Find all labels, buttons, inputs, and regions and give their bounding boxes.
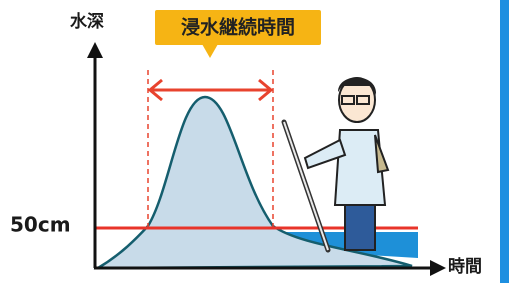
callout-label: 浸水継続時間 [181,16,295,39]
diagram: 50cm 水深 時間 浸水継続時間 [0,0,509,283]
x-axis-label: 時間 [448,256,482,277]
y-axis-label: 水深 [70,11,104,32]
side-bar [500,0,509,283]
threshold-label: 50cm [10,213,71,237]
page: 50cm 水深 時間 浸水継続時間 (() => { const data = … [0,0,509,283]
